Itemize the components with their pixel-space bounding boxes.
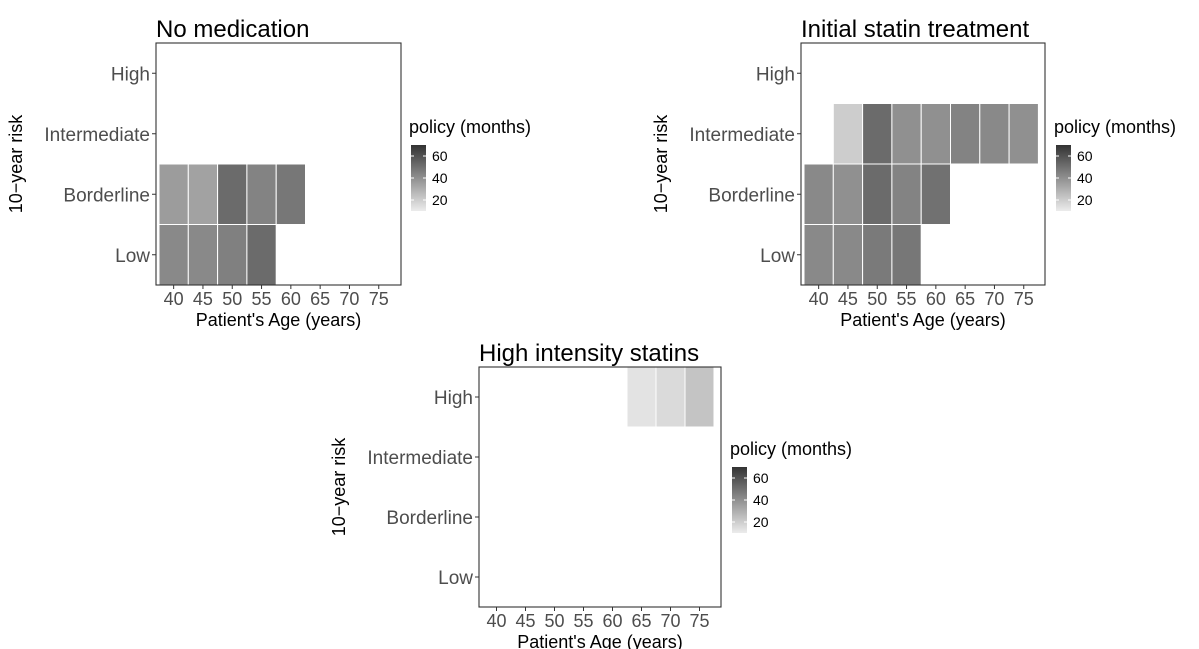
x-tick-label: 40: [486, 611, 506, 631]
x-tick-label: 60: [926, 289, 946, 309]
heatmap-cell: [920, 163, 952, 225]
legend-tick-label: 40: [432, 170, 448, 186]
heatmap-cell: [187, 163, 219, 225]
x-tick-label: 60: [281, 289, 301, 309]
legend-tick-label: 20: [432, 192, 448, 208]
y-tick-label: Intermediate: [689, 125, 795, 146]
x-tick-label: 60: [602, 611, 622, 631]
x-tick-label: 70: [660, 611, 680, 631]
x-tick-label: 70: [984, 289, 1004, 309]
heatmap-cell: [862, 224, 893, 286]
heatmap-cell: [832, 163, 864, 225]
y-tick-label: Intermediate: [367, 448, 473, 469]
x-tick-label: 65: [631, 611, 651, 631]
heatmap-cell: [187, 224, 219, 286]
legend-title: policy (months): [1054, 117, 1176, 137]
heatmap-cell: [803, 224, 834, 286]
y-tick-label: High: [756, 64, 795, 85]
heatmap-panel: No medication Low Borderline Intermediate Hi…: [6, 16, 531, 330]
panel-title: Initial statin treatment: [801, 16, 1029, 43]
x-tick-label: 65: [955, 289, 975, 309]
heatmap-cell: [803, 163, 834, 225]
legend: policy (months) 60 40 20: [1054, 117, 1176, 211]
legend-colorbar: [411, 145, 426, 211]
y-tick-label: Low: [115, 246, 150, 267]
x-tick-label: 45: [193, 289, 213, 309]
y-tick-label: High: [434, 388, 473, 409]
y-tick-label: Borderline: [63, 185, 150, 206]
heatmap-cell: [891, 163, 922, 225]
heatmap-cell: [158, 224, 189, 286]
heatmap-cell: [217, 163, 248, 225]
x-tick-label: 40: [809, 289, 829, 309]
heatmap-cell: [979, 103, 1010, 165]
y-tick-label: Borderline: [708, 185, 795, 206]
legend-tick-label: 60: [753, 470, 769, 486]
x-tick-label: 65: [310, 289, 330, 309]
x-tick-label: 40: [164, 289, 184, 309]
heatmap-cell: [832, 103, 864, 165]
heatmap-cell: [158, 163, 189, 225]
panel-border: [800, 42, 1046, 286]
heatmap-cell: [655, 366, 686, 428]
heatmap-cell: [246, 224, 277, 286]
x-tick-label: 55: [252, 289, 272, 309]
y-tick-label: Low: [760, 246, 795, 267]
x-tick-label: 50: [544, 611, 564, 631]
heatmap-cell: [626, 366, 657, 428]
heatmap-panel: High intensity statins Low Borderline Inter…: [329, 340, 852, 649]
x-tick-label: 75: [689, 611, 709, 631]
legend-tick-label: 20: [753, 514, 769, 530]
x-axis-title: Patient's Age (years): [196, 310, 362, 330]
x-tick-label: 55: [573, 611, 593, 631]
panel-border: [478, 366, 722, 608]
x-tick-label: 50: [867, 289, 887, 309]
y-tick-label: Low: [438, 568, 473, 589]
x-axis-title: Patient's Age (years): [840, 310, 1006, 330]
heatmap-cell: [1008, 103, 1039, 165]
legend-title: policy (months): [730, 439, 852, 459]
y-tick-label: High: [111, 64, 150, 85]
y-tick-label: Borderline: [386, 508, 473, 529]
panel-title: No medication: [156, 16, 309, 43]
legend-tick-label: 60: [1077, 148, 1093, 164]
legend-title: policy (months): [409, 117, 531, 137]
y-axis-title: 10−year risk: [6, 114, 26, 214]
legend-tick-label: 60: [432, 148, 448, 164]
x-tick-label: 70: [339, 289, 359, 309]
heatmap-cell: [950, 103, 981, 165]
legend-colorbar: [732, 467, 747, 533]
heatmap-cell: [832, 224, 864, 286]
x-axis-title: Patient's Age (years): [517, 632, 683, 649]
legend: policy (months) 60 40 20: [730, 439, 852, 533]
legend-tick-label: 40: [1077, 170, 1093, 186]
x-tick-label: 55: [897, 289, 917, 309]
heatmap-cell: [246, 163, 277, 225]
legend: policy (months) 60 40 20: [409, 117, 531, 211]
x-tick-label: 45: [838, 289, 858, 309]
y-axis-title: 10−year risk: [329, 437, 349, 537]
x-tick-label: 50: [222, 289, 242, 309]
y-tick-label: Intermediate: [44, 125, 150, 146]
legend-tick-label: 20: [1077, 192, 1093, 208]
heatmap-cell: [920, 103, 952, 165]
heatmap-cell: [862, 103, 893, 165]
panel-title: High intensity statins: [479, 340, 699, 367]
heatmap-cell: [684, 366, 715, 428]
heatmap-cell: [891, 224, 922, 286]
x-tick-label: 75: [1014, 289, 1034, 309]
heatmap-cell: [891, 103, 922, 165]
x-tick-label: 45: [515, 611, 535, 631]
heatmap-cell: [275, 163, 307, 225]
y-axis-title: 10−year risk: [651, 114, 671, 214]
heatmap-panel: Initial statin treatment Low Borderline Int…: [651, 16, 1176, 330]
panel-border: [155, 42, 402, 286]
x-tick-label: 75: [369, 289, 389, 309]
legend-colorbar: [1056, 145, 1071, 211]
heatmap-cell: [862, 163, 893, 225]
legend-tick-label: 40: [753, 492, 769, 508]
heatmap-cell: [217, 224, 248, 286]
